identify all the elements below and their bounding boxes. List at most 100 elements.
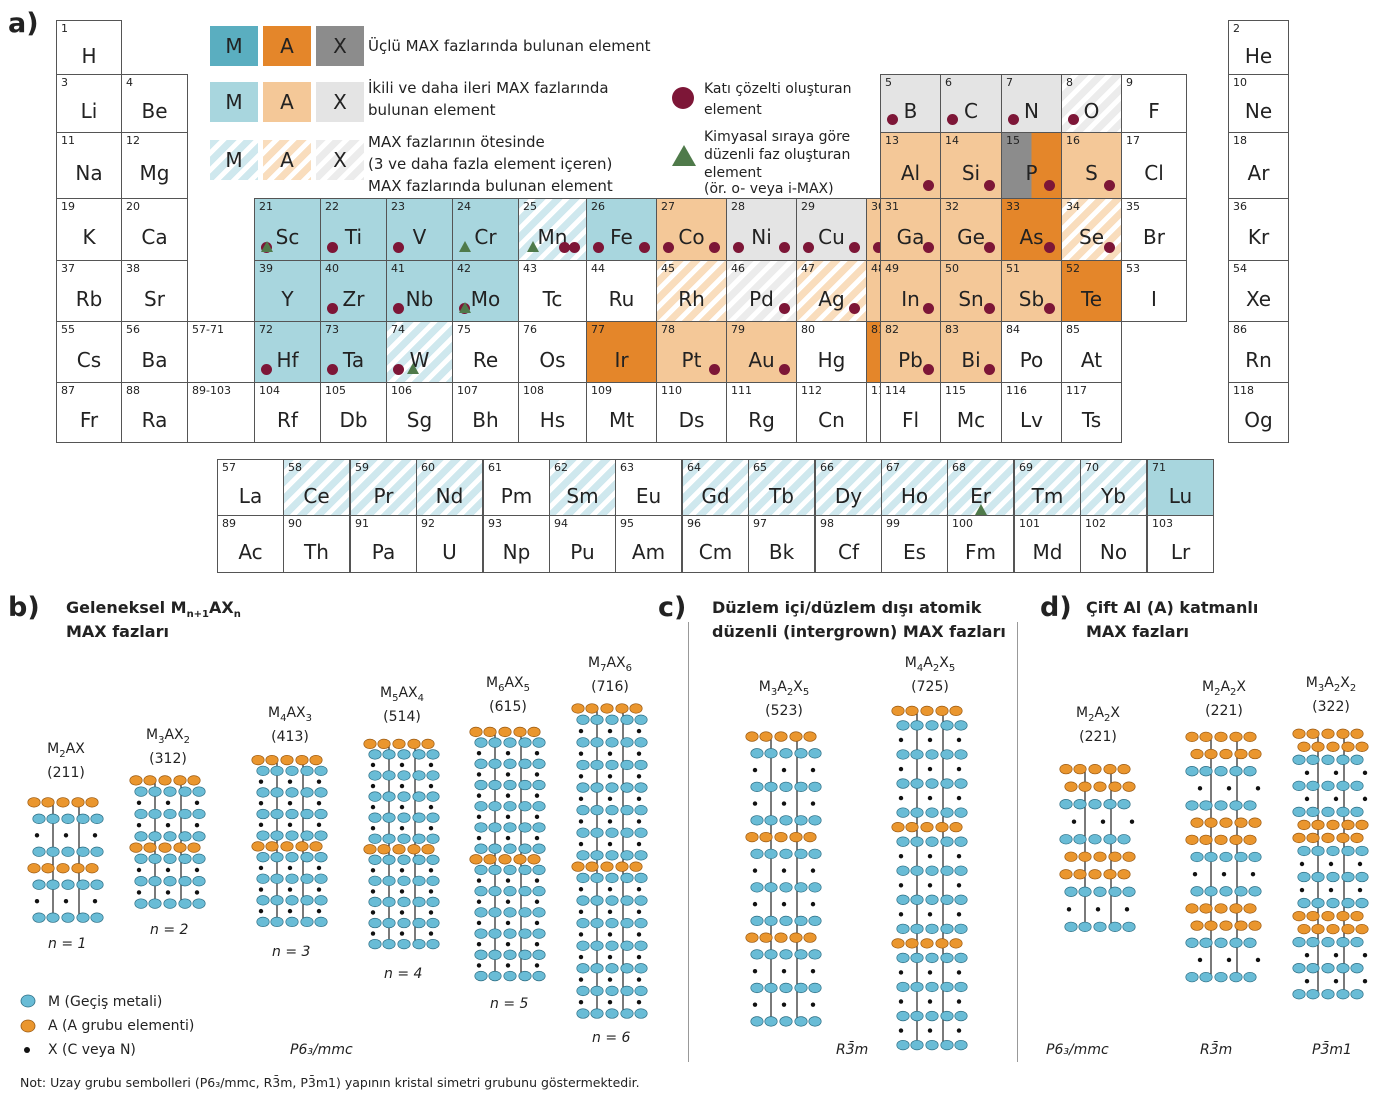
solid-solution-dot-icon (559, 242, 570, 253)
solid-solution-dot-icon (261, 364, 272, 375)
atomic-number: 70 (1085, 461, 1099, 474)
solid-solution-dot-icon (779, 364, 790, 375)
element-symbol: Ca (141, 225, 168, 249)
element-cell-te: 52 Te (1061, 260, 1122, 322)
atomic-number: 4 (126, 76, 133, 89)
atomic-number: 108 (523, 384, 544, 397)
atomic-number: 60 (421, 461, 435, 474)
element-symbol: Ds (678, 408, 705, 432)
atomic-number: 56 (126, 323, 140, 336)
atomic-number: 17 (1126, 134, 1140, 147)
panel-letter-c: c) (658, 592, 687, 623)
element-symbol: He (1244, 44, 1273, 68)
solid-solution-dot-icon (593, 242, 604, 253)
atomic-number: 25 (523, 200, 537, 213)
legend-text-beyond-3: MAX fazlarında bulunan element (368, 177, 613, 195)
atomic-number: 95 (620, 517, 634, 530)
atom-legend-m-icon (20, 994, 36, 1008)
atom-legend-x-label: X (C veya N) (48, 1042, 136, 1058)
element-cell-tc: 43 Tc (518, 260, 587, 322)
element-symbol: Ce (303, 484, 330, 508)
element-symbol: Cu (818, 225, 845, 249)
element-cell-li: 3 Li (56, 74, 122, 133)
element-symbol: H (81, 44, 97, 68)
element-symbol: No (1099, 540, 1128, 564)
atomic-number: 45 (661, 262, 675, 275)
atomic-number: 88 (126, 384, 140, 397)
element-cell-hg: 80 Hg (796, 321, 867, 383)
atomic-number: 111 (731, 384, 752, 397)
structure-label-b-5: M6AX5 (615) (485, 675, 530, 715)
element-cell-fm: 100 Fm (947, 515, 1014, 573)
atomic-number: 98 (820, 517, 834, 530)
element-symbol: Fm (965, 540, 996, 564)
atomic-number: 46 (731, 262, 745, 275)
element-symbol: Ag (818, 287, 845, 311)
solid-solution-dot-icon (923, 180, 934, 191)
element-cell-rb: 37 Rb (56, 260, 122, 322)
element-symbol: Bk (768, 540, 795, 564)
solid-solution-dot-icon (779, 242, 790, 253)
element-symbol: Rh (678, 287, 705, 311)
footnote: Not: Uzay grubu sembolleri (P6₃/mmc, R3̄… (20, 1075, 640, 1090)
legend-box-m-ternary: M (210, 26, 258, 66)
element-cell-kr: 36 Kr (1228, 198, 1289, 261)
atomic-number: 78 (661, 323, 675, 336)
element-symbol: I (1151, 287, 1157, 311)
element-cell-as: 33 As (1001, 198, 1062, 261)
element-symbol: Xe (1245, 287, 1272, 311)
element-symbol: Al (900, 161, 921, 185)
legend-box-x-ternary: X (316, 26, 364, 66)
element-symbol: Ta (342, 348, 365, 372)
legend-box-a-beyond: A (263, 140, 311, 180)
element-cell-bk: 97 Bk (748, 515, 815, 573)
element-cell-am: 95 Am (615, 515, 682, 573)
structure-label-d-1: M2A2X (221) (1075, 705, 1120, 745)
element-symbol: Ac (238, 540, 263, 564)
atomic-number: 20 (126, 200, 140, 213)
element-symbol: In (901, 287, 920, 311)
atomic-number: 50 (945, 262, 959, 275)
section-b-title-sub2: n (233, 609, 241, 621)
space-group-d1: P6₃/mmc (1046, 1042, 1109, 1058)
atomic-number: 5 (885, 76, 892, 89)
element-cell-cu: 29 Cu (796, 198, 867, 261)
element-cell-re: 75 Re (452, 321, 519, 383)
legend-text-binary-1: İkili ve daha ileri MAX fazlarında (368, 79, 609, 97)
solid-solution-dot-icon (779, 303, 790, 314)
element-cell-sm: 62 Sm (549, 459, 616, 516)
section-d-title-2: MAX fazları (1086, 622, 1189, 641)
atomic-number: 83 (945, 323, 959, 336)
atomic-number: 7 (1006, 76, 1013, 89)
element-cell-v: 23 V (386, 198, 453, 261)
legend-box-m-beyond: M (210, 140, 258, 180)
legend-text-solid-2: element (704, 102, 762, 118)
element-symbol: La (238, 484, 263, 508)
structure-label-b-4: M5AX4 (514) (379, 685, 424, 725)
crystal-d-1 (1059, 763, 1136, 933)
atomic-number: 89-103 (192, 384, 231, 397)
element-cell-lr: 103 Lr (1147, 515, 1214, 573)
atomic-number: 65 (753, 461, 767, 474)
atomic-number: 58 (288, 461, 302, 474)
ordered-phase-triangle-icon (527, 241, 539, 252)
element-symbol: Mg (139, 161, 170, 185)
element-symbol: Ni (751, 225, 772, 249)
atomic-number: 37 (61, 262, 75, 275)
solid-solution-dot-icon (923, 364, 934, 375)
element-cell-57-71: 57-71 (187, 321, 255, 383)
legend-box-a-ternary: A (263, 26, 311, 66)
solid-solution-dot-icon (1044, 180, 1055, 191)
atomic-number: 74 (391, 323, 405, 336)
n-label-1: n = 1 (48, 936, 87, 952)
element-symbol: Cf (837, 540, 859, 564)
element-symbol: Ru (608, 287, 635, 311)
solid-solution-dot-icon (733, 242, 744, 253)
atomic-number: 29 (801, 200, 815, 213)
section-b-title-line2: MAX fazları (66, 622, 169, 641)
ordered-phase-triangle-icon (459, 302, 471, 313)
element-symbol: Pt (681, 348, 702, 372)
element-symbol: Tm (1031, 484, 1064, 508)
atom-legend-x-icon (24, 1047, 30, 1053)
